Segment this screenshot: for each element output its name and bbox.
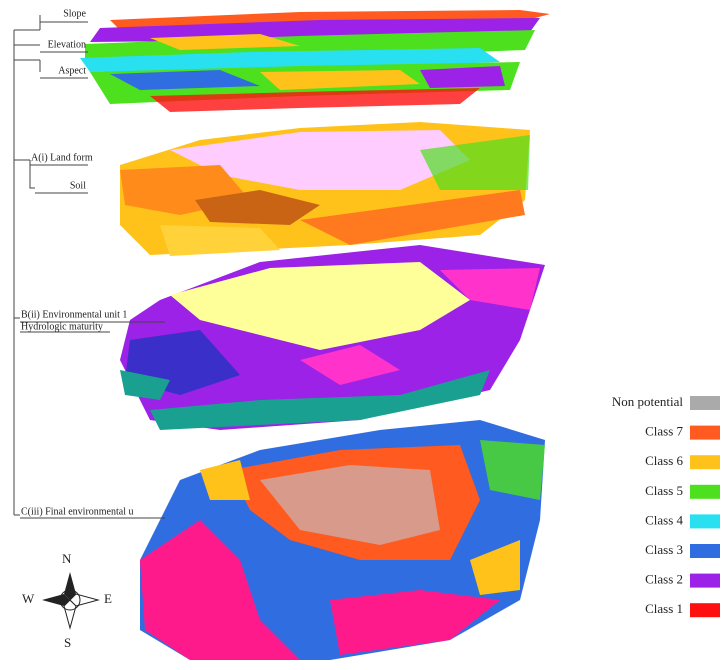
layer-label: C(iii) Final environmental u <box>21 506 133 517</box>
legend-swatch <box>690 603 720 618</box>
layer-label: Hydrologic maturity <box>21 321 103 332</box>
legend-label: Class 7 <box>645 424 683 439</box>
legend-swatch <box>690 425 720 440</box>
legend-label: Class 3 <box>645 542 683 557</box>
legend-swatch <box>690 573 720 588</box>
legend-swatch <box>690 514 720 529</box>
compass-south: S <box>64 635 71 650</box>
layer-label: Soil <box>70 180 86 191</box>
compass-east: E <box>104 591 112 606</box>
legend-swatch <box>690 396 720 410</box>
legend-label: Class 6 <box>645 453 683 468</box>
legend: Non potential Class 7 Class 6 Class 5 Class … <box>612 394 720 618</box>
layer-label: Aspect <box>58 65 86 76</box>
compass: N E S W <box>22 551 112 650</box>
legend-label: Class 1 <box>645 601 683 616</box>
compass-west: W <box>22 591 35 606</box>
layer-environmental-unit <box>120 245 545 430</box>
legend-swatch <box>690 484 720 499</box>
layer-topography <box>80 10 550 112</box>
layer-label: A(i) Land form <box>31 152 93 163</box>
layer-land-form <box>120 122 530 256</box>
compass-north: N <box>62 551 72 566</box>
bracket <box>13 15 165 519</box>
legend-label: Class 5 <box>645 483 683 498</box>
layer-final <box>140 420 545 660</box>
legend-label: Class 2 <box>645 572 683 587</box>
legend-swatch <box>690 455 720 470</box>
layer-label: Elevation <box>48 39 86 50</box>
legend-swatch <box>690 544 720 558</box>
layer-label: B(ii) Environmental unit 1 <box>21 309 127 320</box>
layer-label: Slope <box>63 8 86 19</box>
legend-label: Class 4 <box>645 512 683 527</box>
legend-label: Non potential <box>612 394 684 409</box>
